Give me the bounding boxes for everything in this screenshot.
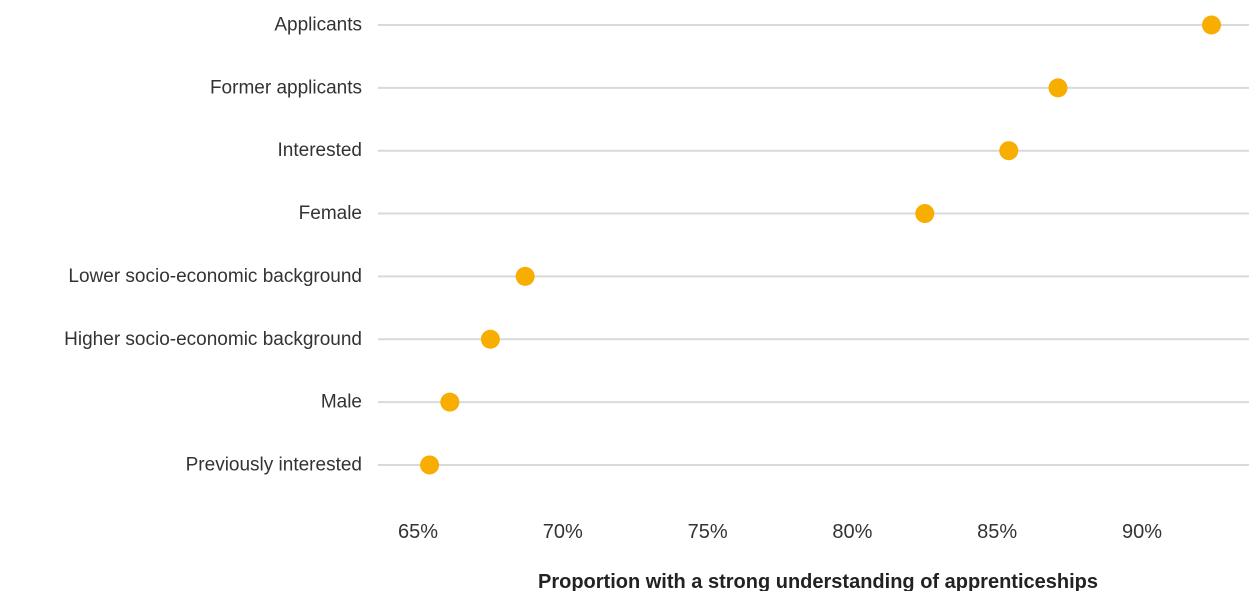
data-point-female[interactable] xyxy=(915,204,935,224)
data-point-male[interactable] xyxy=(440,392,460,412)
data-points xyxy=(420,15,1222,475)
data-point-previously-interested[interactable] xyxy=(420,455,440,475)
x-axis-title: Proportion with a strong understanding o… xyxy=(538,571,1098,591)
x-tick-label: 65% xyxy=(398,521,438,543)
category-label-interested: Interested xyxy=(278,140,363,161)
category-label-previously-interested: Previously interested xyxy=(186,454,362,475)
rows-layer: Applicants Former applicants Interested Fem… xyxy=(64,15,1249,475)
x-tick-label: 70% xyxy=(543,521,583,543)
x-tick-label: 85% xyxy=(977,521,1017,543)
x-tick-labels: 65% 70% 75% 80% 85% 90% xyxy=(398,521,1162,543)
data-point-applicants[interactable] xyxy=(1202,15,1222,35)
category-label-female: Female xyxy=(299,203,362,224)
x-tick-label: 90% xyxy=(1122,521,1162,543)
category-label-lower-socio-economic-background: Lower socio-economic background xyxy=(68,266,362,287)
data-point-former-applicants[interactable] xyxy=(1048,78,1068,98)
category-label-male: Male xyxy=(321,392,362,413)
data-point-interested[interactable] xyxy=(999,141,1019,161)
x-tick-label: 80% xyxy=(832,521,872,543)
category-label-applicants: Applicants xyxy=(274,15,362,36)
category-label-higher-socio-economic-background: Higher socio-economic background xyxy=(64,329,362,350)
data-point-higher-socio-economic-background[interactable] xyxy=(480,329,500,349)
x-tick-label: 75% xyxy=(688,521,728,543)
data-point-lower-socio-economic-background[interactable] xyxy=(515,266,535,286)
category-label-former-applicants: Former applicants xyxy=(210,77,362,98)
